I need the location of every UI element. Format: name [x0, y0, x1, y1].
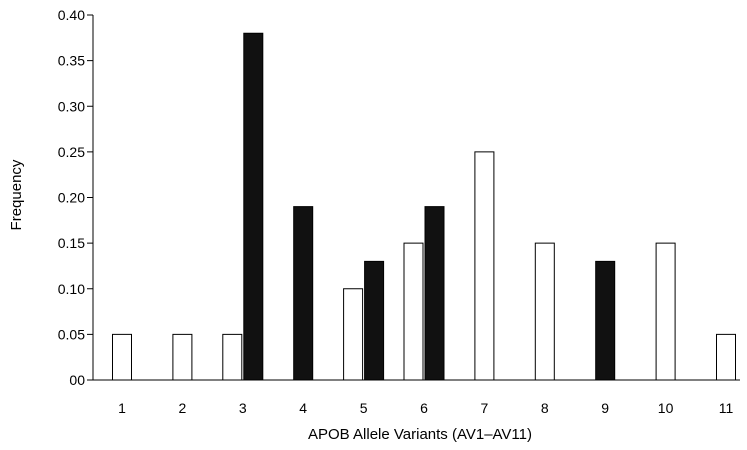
y-tick-label: 0.25 [58, 144, 85, 160]
y-axis: 00 0.05 0.10 0.15 0.20 0.25 0.30 0.35 0.40 [58, 7, 94, 388]
bar-filled [364, 260, 385, 381]
x-tick-label: 4 [299, 400, 307, 416]
y-tick-label: 00 [69, 372, 85, 388]
bar-open [343, 288, 364, 381]
x-tick-label: 6 [420, 400, 428, 416]
y-tick-label: 0.15 [58, 235, 85, 251]
bar-filled [293, 206, 314, 381]
x-tick-label: 7 [481, 400, 489, 416]
bar-open [474, 151, 495, 381]
x-tick-label: 2 [179, 400, 187, 416]
x-tick-label: 8 [541, 400, 549, 416]
bar-open [716, 333, 736, 381]
x-tick-label: 3 [239, 400, 247, 416]
bar-open [222, 333, 243, 381]
x-axis-title: APOB Allele Variants (AV1–AV11) [308, 426, 532, 443]
x-tick-label: 9 [601, 400, 609, 416]
bar-filled [243, 32, 264, 381]
x-axis: 1 2 3 4 5 6 7 8 9 10 11 [93, 379, 740, 416]
x-tick-label: 1 [118, 400, 126, 416]
y-axis-title: Frequency [8, 159, 25, 230]
y-tick-label: 0.05 [58, 326, 85, 342]
bar-filled [595, 260, 616, 381]
bar-open [655, 242, 676, 381]
bar-open [112, 333, 132, 381]
x-tick-label: 11 [719, 400, 734, 416]
bars [112, 32, 736, 381]
y-tick-label: 0.40 [58, 7, 85, 23]
bar-open [403, 242, 424, 381]
bar-open [534, 242, 555, 381]
y-tick-label: 0.35 [58, 53, 85, 69]
x-tick-label: 10 [658, 400, 674, 416]
bar-open [172, 333, 193, 381]
x-tick-label: 5 [360, 400, 368, 416]
bar-filled [424, 206, 445, 381]
y-tick-label: 0.30 [58, 98, 85, 114]
y-tick-label: 0.10 [58, 281, 85, 297]
y-tick-label: 0.20 [58, 190, 85, 206]
